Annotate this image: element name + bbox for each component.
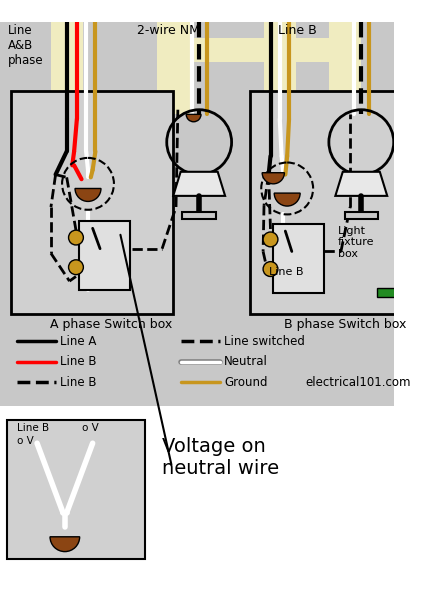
Text: Line B: Line B	[269, 267, 303, 277]
Bar	[182, 212, 216, 219]
Wedge shape	[75, 188, 101, 201]
Bar	[345, 212, 378, 219]
Text: B phase Switch box: B phase Switch box	[284, 318, 407, 331]
Circle shape	[68, 260, 83, 274]
Text: 2-wire NM: 2-wire NM	[137, 24, 200, 37]
Bar	[79, 221, 130, 290]
Circle shape	[263, 261, 278, 277]
Bar	[7, 420, 144, 559]
Text: Line switched: Line switched	[224, 335, 305, 348]
Text: Line
A&B
phase: Line A&B phase	[7, 24, 43, 67]
Bar	[329, 22, 361, 114]
Polygon shape	[173, 172, 225, 196]
Bar	[11, 91, 173, 313]
Bar	[158, 22, 190, 114]
Text: o V: o V	[17, 436, 34, 446]
Text: Light
fixture
box: Light fixture box	[338, 225, 374, 259]
Text: Voltage on
neutral wire: Voltage on neutral wire	[162, 437, 279, 478]
Bar	[377, 287, 396, 297]
Text: Neutral: Neutral	[224, 355, 268, 368]
Wedge shape	[274, 193, 300, 206]
Text: electrical101.com: electrical101.com	[306, 376, 411, 389]
Text: Line B: Line B	[278, 24, 317, 37]
Wedge shape	[262, 173, 284, 184]
Text: Line B: Line B	[60, 355, 97, 368]
Bar	[0, 22, 394, 406]
Text: Ground: Ground	[224, 376, 268, 389]
Bar	[295, 38, 361, 61]
Bar	[0, 406, 394, 568]
Bar	[264, 22, 297, 114]
Bar	[250, 91, 403, 313]
Text: Line B: Line B	[60, 376, 97, 389]
Circle shape	[263, 232, 278, 247]
Text: A phase Switch box: A phase Switch box	[50, 318, 172, 331]
Wedge shape	[186, 114, 201, 122]
Text: Line B: Line B	[17, 423, 49, 433]
Bar	[51, 22, 83, 114]
Wedge shape	[50, 537, 79, 552]
Text: o V: o V	[82, 423, 98, 433]
Bar	[273, 224, 324, 293]
Bar	[158, 38, 310, 61]
Circle shape	[68, 230, 83, 245]
Text: Line A: Line A	[60, 335, 96, 348]
Polygon shape	[335, 172, 387, 196]
